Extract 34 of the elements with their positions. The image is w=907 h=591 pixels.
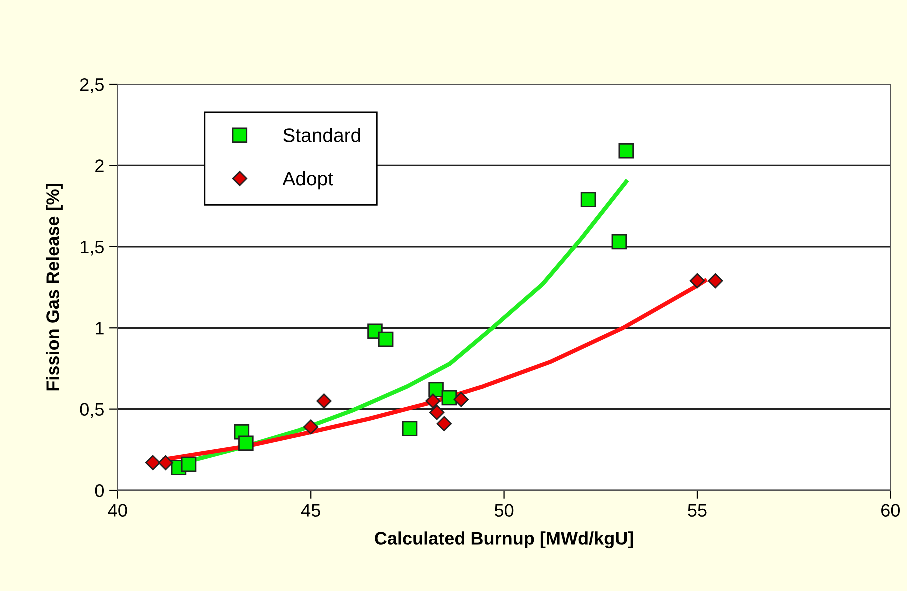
y-tick-label: 2,5 <box>80 78 104 94</box>
x-tick-label: 50 <box>494 504 514 517</box>
x-tick-label: 45 <box>301 504 320 517</box>
point <box>618 143 634 159</box>
x-axis-title: Calculated Burnup [MWd/kgU] <box>375 532 634 549</box>
point <box>316 394 332 409</box>
point <box>429 405 445 420</box>
point <box>436 416 452 432</box>
point <box>402 421 418 436</box>
point <box>442 390 458 406</box>
point <box>428 382 444 398</box>
y-tick-label: 0 <box>95 484 104 498</box>
point <box>158 455 174 470</box>
point <box>378 332 394 348</box>
legend-label: Standard <box>284 128 360 142</box>
x-tick-label: 55 <box>688 504 707 517</box>
x-tick-label: 40 <box>108 504 128 517</box>
point <box>612 234 628 250</box>
y-tick-label: 1 <box>96 322 104 335</box>
point <box>426 394 441 409</box>
y-tick-label: 1,5 <box>80 241 104 256</box>
y-tick-label: 2 <box>96 160 104 172</box>
point <box>454 392 469 408</box>
y-tick-label: 0,5 <box>80 403 104 418</box>
y-axis-title: Fission Gas Release [%] <box>46 184 63 391</box>
point <box>708 273 724 289</box>
x-tick-label: 60 <box>882 504 900 517</box>
point <box>238 436 254 452</box>
point <box>690 273 706 289</box>
point <box>146 455 161 470</box>
point <box>181 456 197 472</box>
legend-label: Adopt <box>282 171 334 190</box>
point <box>304 420 319 435</box>
point <box>580 192 596 208</box>
